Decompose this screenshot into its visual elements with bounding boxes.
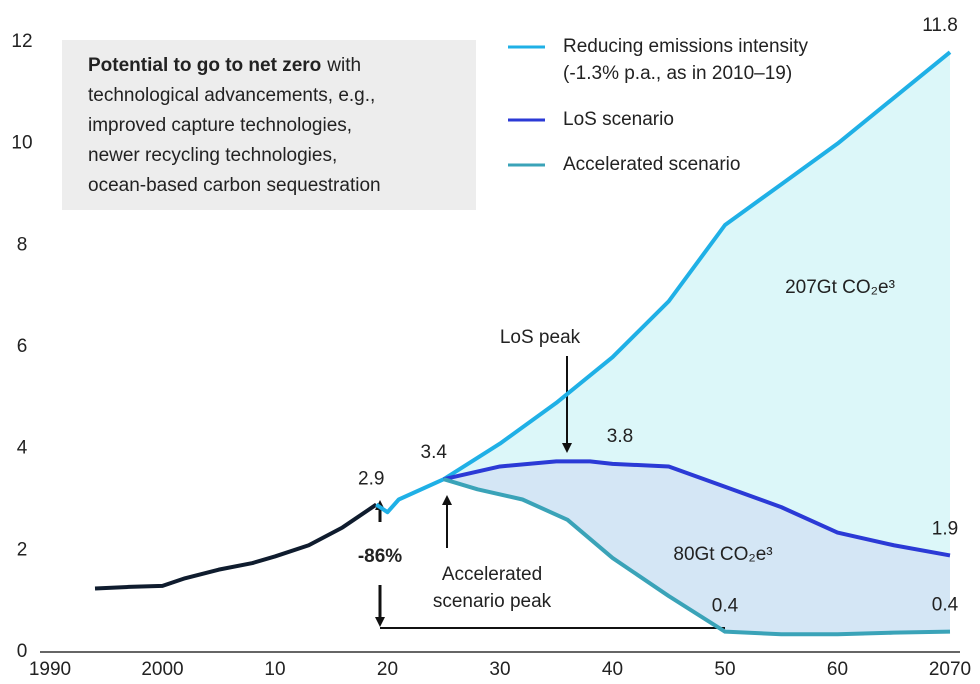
y-tick-label: 4 (17, 438, 28, 459)
legend-label: LoS scenario (563, 109, 674, 130)
y-tick-label: 12 (11, 31, 32, 52)
note-text: Potential to go to net zero with technolog… (88, 55, 381, 196)
x-tick-label: 2070 (929, 659, 971, 680)
history-line (94, 502, 378, 591)
note-line: ocean-based carbon sequestration (88, 175, 381, 196)
reduction-label: -86% (358, 546, 402, 567)
x-tick-label: 10 (264, 659, 285, 680)
annotation: Accelerated (442, 564, 542, 585)
note-bold: Potential to go to net zero (88, 55, 321, 76)
area-label: 207Gt CO₂e³ (785, 277, 895, 298)
data-label: 3.4 (421, 442, 448, 463)
data-label: 1.9 (932, 518, 958, 539)
series-line (375, 50, 952, 515)
note-box (62, 40, 476, 210)
legend-label: Reducing emissions intensity (-1.3% p.a.,… (563, 36, 809, 84)
annotation: scenario peak (433, 591, 552, 612)
area-fill (443, 52, 950, 556)
data-label: 11.8 (922, 15, 958, 36)
y-tick-label: 6 (17, 336, 28, 357)
note-line: improved capture technologies, (88, 115, 352, 136)
data-label: 3.8 (607, 426, 633, 447)
x-tick-label: 2000 (141, 659, 183, 680)
data-label: 0.4 (712, 596, 739, 617)
note-line: technological advancements, e.g., (88, 85, 375, 106)
legend-label: Accelerated scenario (563, 154, 740, 175)
data-label: 2.9 (358, 469, 384, 490)
y-tick-label: 0 (17, 641, 28, 662)
areas (443, 52, 950, 635)
series-line (443, 477, 951, 637)
area-label: 80Gt CO₂e³ (673, 544, 772, 565)
area-fill (443, 461, 950, 635)
y-tick-label: 10 (11, 133, 32, 154)
y-tick-label: 8 (17, 234, 28, 255)
series-line (443, 459, 951, 558)
note-line: with (326, 55, 361, 76)
x-tick-label: 50 (714, 659, 735, 680)
y-tick-label: 2 (17, 539, 28, 560)
data-label: 0.4 (932, 595, 959, 616)
x-tick-label: 1990 (29, 659, 71, 680)
x-tick-label: 30 (489, 659, 510, 680)
x-tick-label: 60 (827, 659, 848, 680)
x-tick-label: 40 (602, 659, 623, 680)
note-line: newer recycling technologies, (88, 145, 337, 166)
annotation: LoS peak (500, 327, 581, 348)
x-tick-label: 20 (377, 659, 398, 680)
